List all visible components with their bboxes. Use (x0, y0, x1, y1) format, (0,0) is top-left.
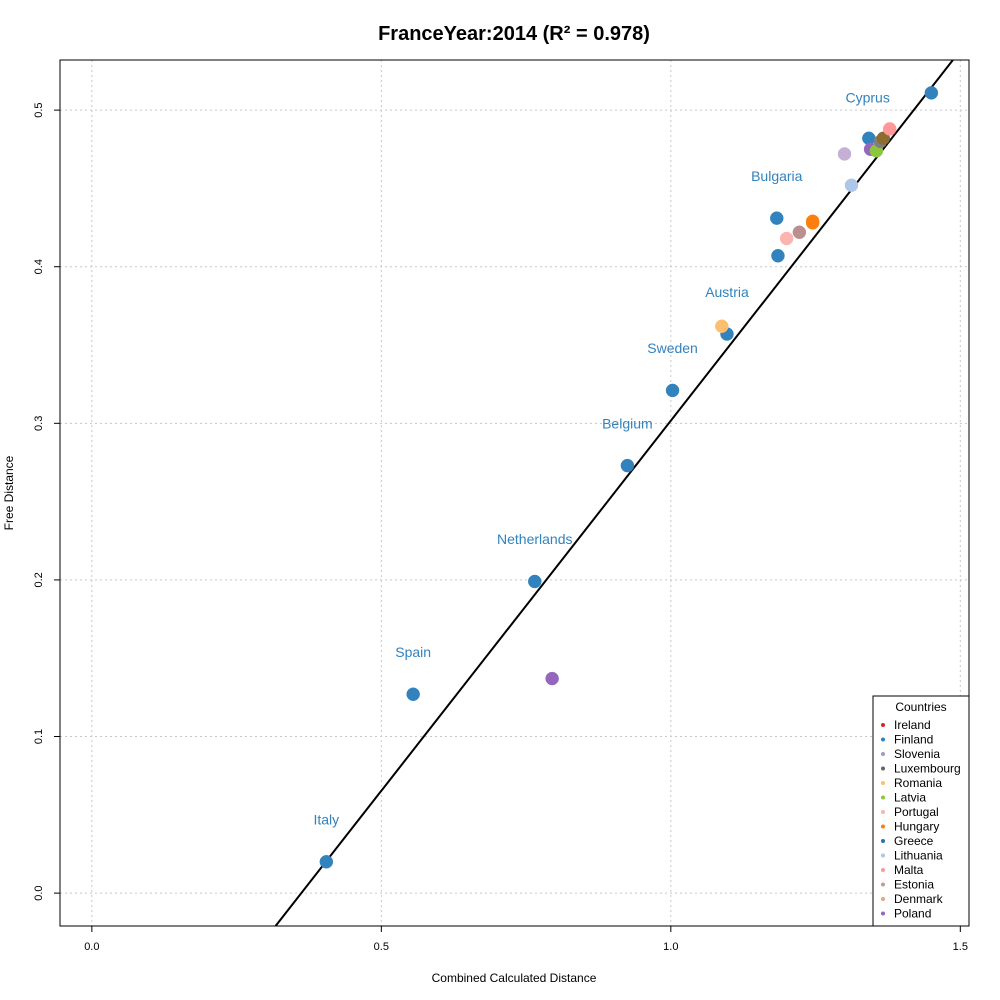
legend-entry-label: Hungary (894, 820, 939, 834)
legend-entry-label: Malta (894, 863, 924, 877)
data-point (779, 231, 794, 246)
country-annotation: Sweden (647, 340, 698, 356)
data-point (545, 671, 559, 686)
data-point (620, 458, 635, 473)
legend-marker (881, 853, 885, 858)
legend-entry-label: Lithuania (894, 849, 943, 863)
y-tick-label: 0.3 (33, 416, 45, 431)
data-point (924, 86, 939, 100)
legend-marker (881, 737, 885, 742)
y-tick-label: 0.1 (33, 729, 45, 744)
fit-line-layer (274, 59, 954, 927)
data-point (770, 211, 784, 225)
y-tick-label: 0.0 (33, 885, 45, 900)
legend-entry-label: Estonia (894, 878, 934, 892)
legend-marker (881, 882, 885, 887)
y-axis-title: Free Distance (2, 455, 16, 530)
country-annotation: Bulgaria (751, 168, 803, 184)
legend-entry-label: Denmark (894, 892, 944, 906)
chart-title: FranceYear:2014 (R² = 0.978) (378, 23, 650, 45)
country-annotation: Italy (313, 812, 339, 828)
legend-marker (881, 766, 885, 771)
data-point (715, 319, 729, 333)
data-point (406, 687, 420, 701)
legend-entry-label: Portugal (894, 805, 939, 819)
data-point (528, 574, 542, 589)
data-point (805, 216, 820, 230)
annotation-layer: Italy Spain Netherlands Belgium Sweden Austri… (313, 90, 889, 828)
y-tick-label: 0.5 (33, 102, 45, 117)
country-annotation: Netherlands (497, 531, 573, 547)
data-point (876, 131, 891, 146)
point-layer (319, 86, 939, 869)
legend-marker (881, 795, 885, 800)
regression-line (274, 59, 954, 927)
legend-entry-label: Slovenia (894, 747, 940, 761)
x-tick-label: 0.5 (374, 941, 389, 953)
data-point (837, 147, 852, 161)
y-tick-label: 0.4 (33, 259, 45, 274)
legend-marker (881, 897, 885, 901)
plot-frame (59, 59, 970, 927)
x-tick-label: 1.5 (953, 941, 968, 953)
country-annotation: Cyprus (845, 90, 889, 106)
axes: 0.0 0.5 1.0 1.5 0.0 0.1 0.2 0.3 0.4 0.5 (33, 102, 968, 953)
legend-marker (881, 752, 885, 756)
legend-marker (881, 810, 885, 814)
x-tick-label: 0.0 (84, 941, 99, 953)
legend-entry-label: Finland (894, 733, 933, 747)
data-point (319, 855, 334, 869)
x-tick-label: 1.0 (663, 941, 678, 953)
x-axis-title: Combined Calculated Distance (432, 971, 597, 985)
legend-entry-label: Ireland (894, 718, 931, 732)
legend-marker (881, 723, 885, 727)
data-point (882, 122, 897, 136)
legend-marker (881, 824, 885, 829)
data-point (844, 178, 859, 193)
legend: Countries IrelandFinlandSloveniaLuxembour… (872, 695, 970, 927)
legend-marker (881, 839, 885, 843)
data-point (771, 249, 785, 263)
legend-box (872, 695, 970, 927)
legend-entry-label: Greece (894, 834, 934, 848)
legend-title: Countries (895, 700, 946, 714)
data-point (665, 383, 680, 398)
data-point (792, 225, 807, 240)
legend-entry-label: Latvia (894, 791, 926, 805)
legend-entry-label: Luxembourg (894, 762, 961, 776)
country-annotation: Spain (395, 644, 431, 660)
country-annotation: Austria (705, 284, 749, 300)
y-tick-label: 0.2 (33, 572, 45, 587)
country-annotation: Belgium (602, 415, 653, 431)
legend-marker (881, 911, 885, 916)
legend-entry-label: Romania (894, 776, 942, 790)
legend-marker (881, 781, 885, 785)
legend-marker (881, 868, 885, 872)
legend-entry-label: Poland (894, 907, 931, 921)
